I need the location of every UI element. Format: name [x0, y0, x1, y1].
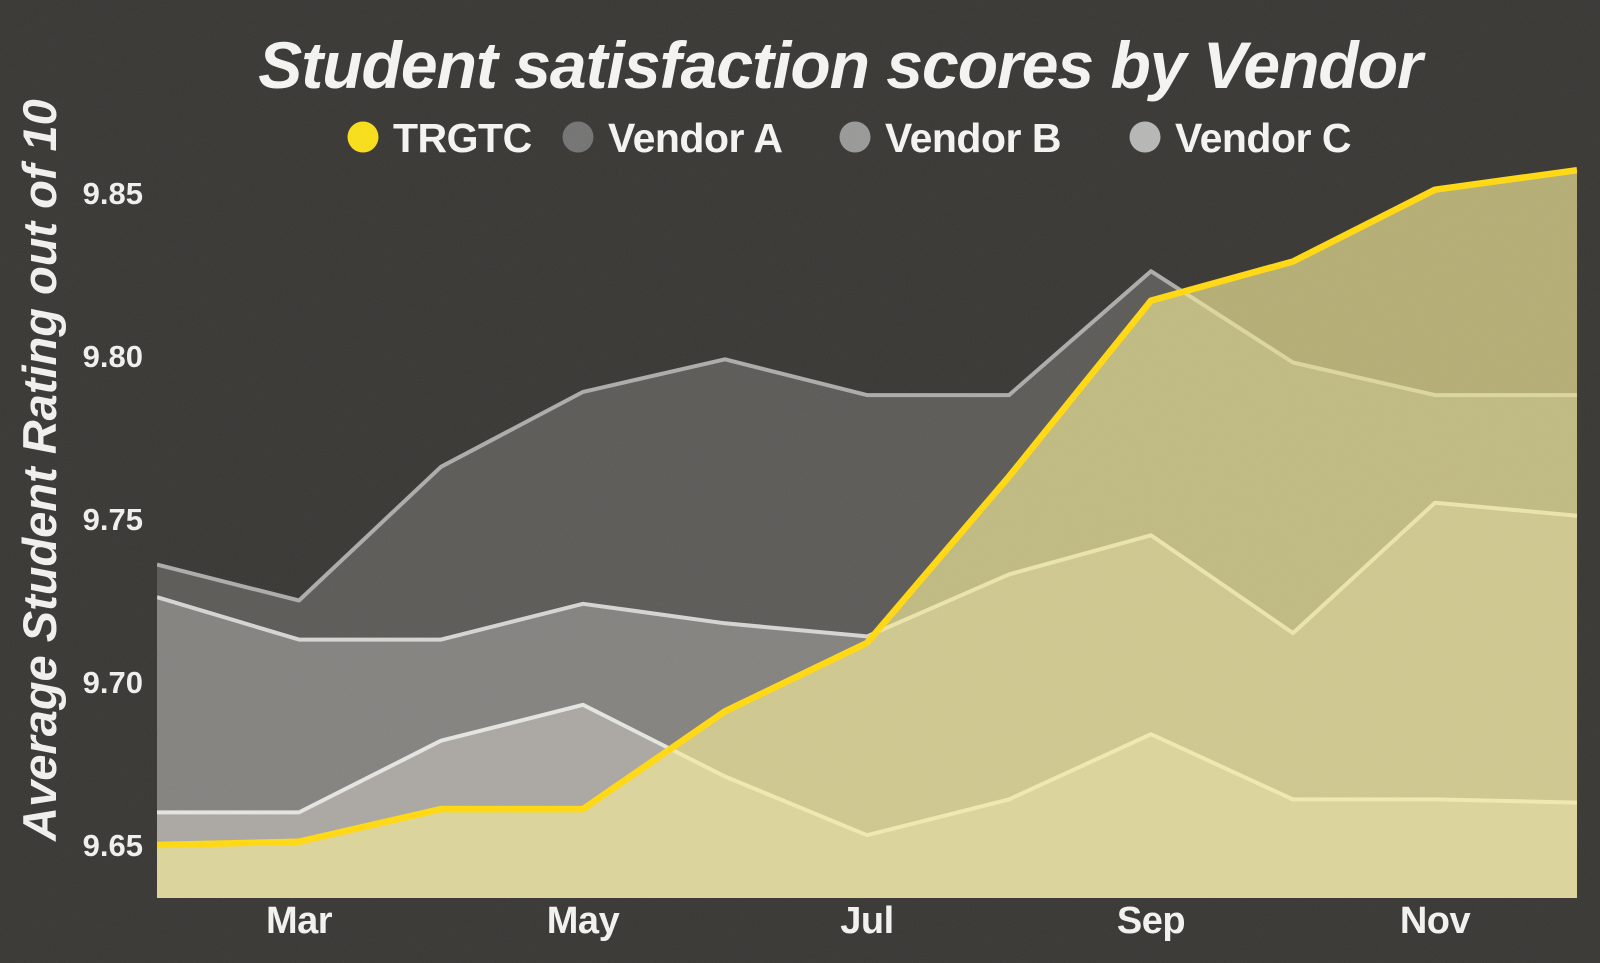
chart-canvas: 9.65 9.70 9.75 9.80 9.85 Mar May Jul Sep Nov Stu… [0, 0, 1600, 963]
texture-overlay [0, 0, 1600, 963]
chart-svg: 9.659.709.759.809.85 Mar May Jul Sep Nov Stu… [0, 0, 1600, 963]
